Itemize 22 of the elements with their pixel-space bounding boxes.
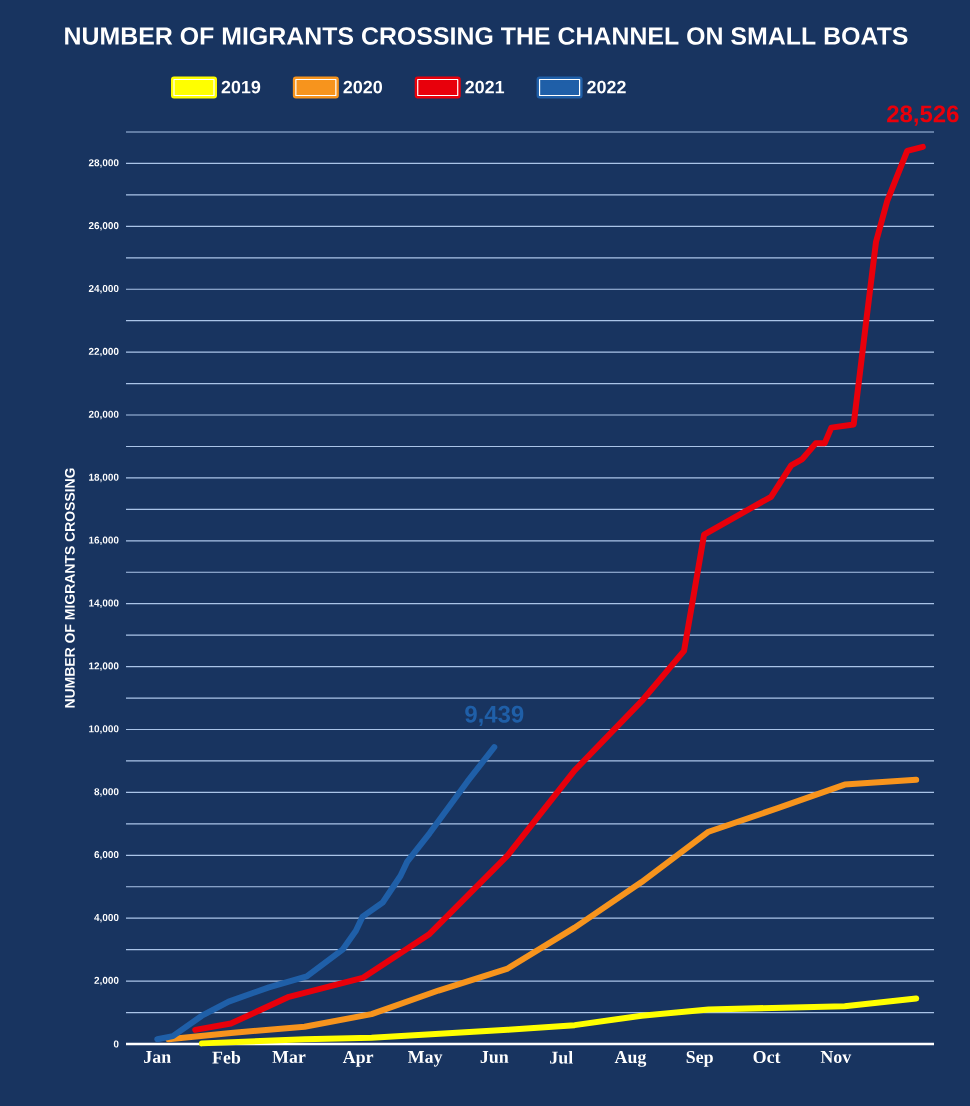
x-tick-label: May	[407, 1051, 443, 1067]
x-tick-label: Jul	[550, 1051, 573, 1064]
line-series	[165, 776, 920, 1043]
legend-label: 2019	[221, 80, 261, 94]
x-tick-label: Oct	[753, 1051, 781, 1064]
x-tick-label: Mar	[272, 1051, 306, 1063]
line-series	[198, 995, 920, 1047]
x-tick-label: Jan	[144, 1051, 171, 1063]
legend-label: 2021	[465, 80, 505, 94]
chart-title: NUMBER OF MIGRANTS CROSSING THE CHANNEL ON SMALL BOATS	[65, 27, 908, 45]
x-tick-label: Feb	[212, 1051, 241, 1064]
annotation: 9,439	[465, 705, 524, 727]
legend-label: 2020	[343, 80, 382, 94]
x-tick-label: Jun	[480, 1051, 509, 1063]
x-tick-label: Nov	[820, 1051, 852, 1063]
line-series	[192, 143, 926, 1033]
line-series	[154, 744, 498, 1043]
legend-label: 2022	[587, 80, 626, 94]
annotation: 28,526	[887, 105, 959, 126]
x-tick-label: Sep	[686, 1051, 713, 1067]
x-tick-label: Apr	[342, 1051, 374, 1067]
x-tick-label: Aug	[614, 1051, 647, 1067]
